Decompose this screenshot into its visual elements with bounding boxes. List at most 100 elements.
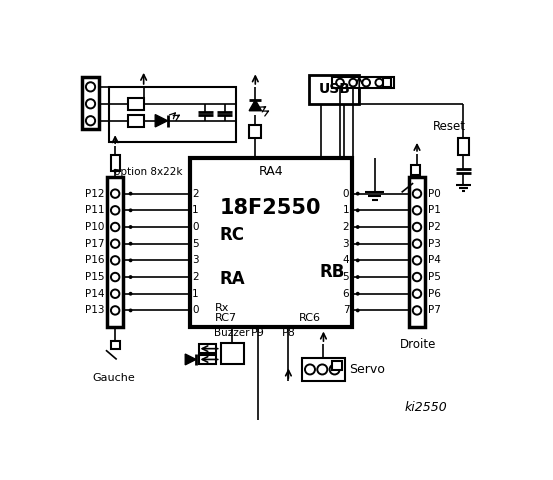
Polygon shape (155, 115, 168, 127)
Text: RB: RB (319, 263, 345, 281)
Circle shape (336, 79, 344, 86)
Text: P5: P5 (428, 272, 441, 282)
Text: P17: P17 (85, 239, 105, 249)
Text: P16: P16 (85, 255, 105, 265)
Text: 3: 3 (343, 239, 349, 249)
Text: 7: 7 (343, 305, 349, 315)
Circle shape (111, 190, 119, 198)
Circle shape (356, 292, 359, 296)
Polygon shape (185, 354, 196, 365)
Text: P8: P8 (281, 328, 295, 338)
Circle shape (86, 116, 95, 125)
Circle shape (362, 79, 370, 86)
Text: P14: P14 (85, 289, 105, 299)
Circle shape (356, 225, 359, 229)
Text: P7: P7 (428, 305, 441, 315)
Text: 2: 2 (192, 189, 199, 199)
Circle shape (413, 223, 421, 231)
Circle shape (330, 364, 340, 374)
Polygon shape (249, 100, 262, 111)
Text: USB: USB (319, 82, 350, 96)
Circle shape (111, 306, 119, 315)
Circle shape (413, 240, 421, 248)
Text: P6: P6 (428, 289, 441, 299)
Circle shape (356, 192, 359, 195)
Text: 0: 0 (192, 222, 199, 232)
Text: RA4: RA4 (258, 165, 283, 178)
Text: Rx: Rx (215, 303, 229, 313)
Text: P3: P3 (428, 239, 441, 249)
Text: P0: P0 (428, 189, 441, 199)
Bar (302, 358, 345, 381)
Bar (128, 115, 144, 127)
Text: 18F2550: 18F2550 (220, 198, 321, 218)
Text: ki2550: ki2550 (405, 401, 448, 414)
Circle shape (111, 289, 119, 298)
Bar (190, 158, 352, 327)
Text: RC: RC (219, 226, 244, 244)
Text: Reset: Reset (433, 120, 466, 133)
Circle shape (129, 292, 133, 296)
Bar (309, 74, 359, 104)
Circle shape (413, 256, 421, 264)
Circle shape (111, 273, 119, 281)
Bar (221, 343, 244, 364)
Circle shape (375, 79, 383, 86)
Text: P4: P4 (428, 255, 441, 265)
Circle shape (113, 169, 117, 173)
Bar (458, 138, 468, 156)
Text: 5: 5 (192, 239, 199, 249)
Circle shape (413, 190, 421, 198)
Circle shape (86, 99, 95, 108)
Text: 5: 5 (343, 272, 349, 282)
Bar (111, 341, 120, 348)
Circle shape (86, 82, 95, 92)
Bar (109, 87, 236, 142)
Circle shape (111, 256, 119, 264)
Circle shape (129, 192, 133, 195)
Bar (249, 125, 262, 138)
Circle shape (111, 206, 119, 215)
Text: 1: 1 (343, 205, 349, 216)
Bar (199, 344, 216, 353)
Text: P10: P10 (85, 222, 105, 232)
Text: option 8x22k: option 8x22k (114, 167, 183, 177)
Circle shape (356, 258, 359, 262)
Text: Gauche: Gauche (92, 373, 135, 384)
Text: 6: 6 (343, 289, 349, 299)
Text: 4: 4 (343, 255, 349, 265)
Circle shape (129, 275, 133, 279)
Text: 2: 2 (343, 222, 349, 232)
Text: P12: P12 (85, 189, 105, 199)
Circle shape (305, 364, 315, 374)
Circle shape (111, 223, 119, 231)
Bar (383, 78, 391, 87)
Circle shape (129, 258, 133, 262)
Circle shape (129, 309, 133, 312)
Circle shape (356, 208, 359, 212)
Text: 1: 1 (192, 289, 199, 299)
Bar (128, 97, 144, 110)
Text: P11: P11 (85, 205, 105, 216)
Text: 1: 1 (192, 205, 199, 216)
Circle shape (413, 273, 421, 281)
Circle shape (413, 289, 421, 298)
Text: P1: P1 (428, 205, 441, 216)
Circle shape (413, 306, 421, 315)
Text: P15: P15 (85, 272, 105, 282)
Circle shape (349, 79, 357, 86)
Text: P2: P2 (428, 222, 441, 232)
Circle shape (129, 242, 133, 246)
Text: 0: 0 (192, 305, 199, 315)
Circle shape (356, 242, 359, 246)
Bar (332, 77, 394, 88)
Circle shape (413, 206, 421, 215)
Circle shape (317, 364, 327, 374)
Text: RC7: RC7 (215, 313, 237, 323)
Circle shape (356, 275, 359, 279)
Bar (411, 166, 420, 175)
Text: RA: RA (219, 270, 245, 288)
Circle shape (129, 225, 133, 229)
Bar (409, 177, 425, 327)
Text: Servo: Servo (349, 363, 385, 376)
